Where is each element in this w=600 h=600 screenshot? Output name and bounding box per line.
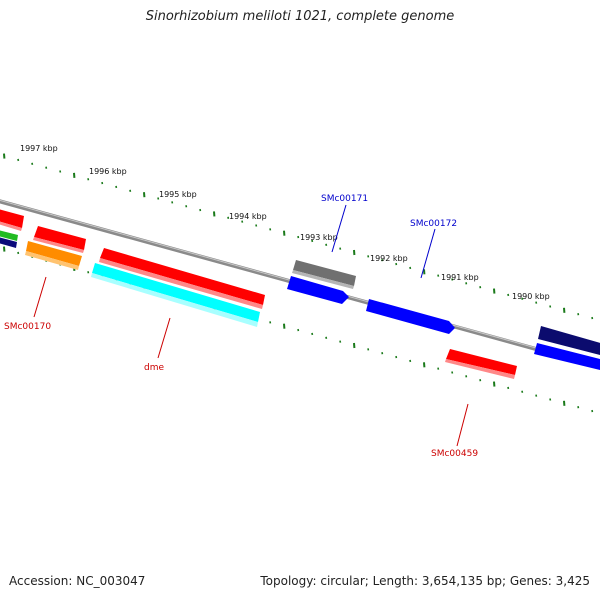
gene-left-red[interactable] — [0, 209, 24, 228]
gene-red-a-shade — [33, 237, 84, 253]
gene-orange-shade — [25, 251, 79, 270]
accession-text: Accession: NC_003047 — [9, 574, 146, 588]
label-dme[interactable]: dme — [144, 363, 164, 373]
gene-orange[interactable] — [26, 241, 82, 266]
genome-title: Sinorhizobium meliloti 1021, complete ge… — [145, 9, 455, 24]
gene-gray-shade — [292, 270, 354, 289]
tick-label-1995: 1995 kbp — [159, 190, 197, 199]
leader-smc00171 — [331, 204, 347, 253]
tick-label-1990: 1990 kbp — [512, 292, 550, 301]
gene-red-a[interactable] — [34, 226, 86, 250]
gene-left-green[interactable] — [0, 230, 18, 241]
tick-label-1996: 1996 kbp — [89, 167, 127, 176]
outer-scale-ticks — [3, 153, 594, 320]
gene-dme-cyan-shade — [91, 273, 258, 327]
gene-blue-b[interactable] — [366, 299, 455, 334]
tick-label-1993: 1993 kbp — [300, 233, 338, 242]
gene-left-red-shade — [0, 221, 22, 231]
tick-label-1994: 1994 kbp — [229, 212, 267, 221]
leader-smc00172 — [420, 228, 436, 279]
tick-label-1997: 1997 kbp — [20, 144, 58, 153]
label-smc00171[interactable]: SMc00171 — [321, 194, 368, 204]
gene-navy-right[interactable] — [538, 326, 600, 356]
leader-smc00170 — [33, 276, 47, 318]
label-smc00459[interactable]: SMc00459 — [431, 449, 478, 459]
genome-summary-text: Topology: circular; Length: 3,654,135 bp… — [260, 574, 590, 588]
gene-dme-cyan[interactable] — [92, 263, 260, 322]
gene-features — [0, 209, 600, 379]
leader-smc00459 — [456, 403, 469, 447]
gene-left-navy[interactable] — [0, 237, 17, 248]
leader-dme — [157, 317, 171, 359]
gene-red-smc00459-shade — [445, 359, 515, 379]
gene-gray[interactable] — [293, 260, 356, 286]
tick-label-1992: 1992 kbp — [370, 254, 408, 263]
gene-dme-red-shade — [99, 258, 263, 309]
gene-blue-right[interactable] — [534, 343, 600, 371]
gene-dme-red[interactable] — [100, 248, 265, 305]
label-smc00170[interactable]: SMc00170 — [4, 322, 51, 332]
gene-blue-a[interactable] — [287, 276, 349, 304]
tick-label-1991: 1991 kbp — [441, 273, 479, 282]
label-smc00172[interactable]: SMc00172 — [410, 219, 457, 229]
gene-red-smc00459[interactable] — [446, 349, 517, 375]
